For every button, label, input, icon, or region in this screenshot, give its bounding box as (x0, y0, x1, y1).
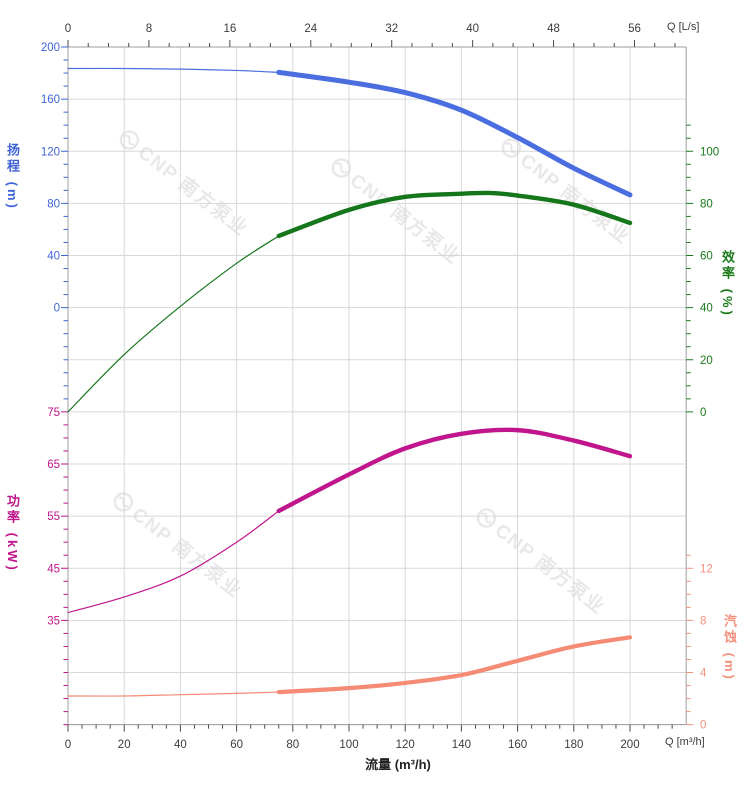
power-axis-title: 功率 (kW) (4, 494, 20, 573)
curve-head (67, 67, 633, 198)
svg-text:80: 80 (47, 198, 60, 210)
head-axis-title: 扬程 (m) (4, 143, 20, 211)
curve-power (67, 427, 633, 614)
cnp-logo-icon (113, 492, 134, 512)
bottom-axis-unit-label: Q [m³/h] (665, 736, 705, 748)
svg-text:35: 35 (47, 615, 60, 627)
svg-text:12: 12 (700, 563, 713, 575)
svg-text:16: 16 (223, 23, 236, 35)
svg-text:20: 20 (118, 739, 131, 751)
svg-text:100: 100 (339, 739, 358, 751)
svg-text:160: 160 (41, 94, 60, 106)
svg-text:180: 180 (564, 739, 583, 751)
svg-text:75: 75 (47, 407, 60, 419)
npsh-axis: 12 8 4 0 (686, 554, 713, 732)
axis-spines (67, 46, 687, 726)
cnp-logo-icon (501, 138, 522, 158)
svg-text:CNP 南方泵业: CNP 南方泵业 (134, 141, 253, 241)
svg-text:8: 8 (700, 615, 706, 627)
svg-text:48: 48 (547, 23, 560, 35)
svg-text:32: 32 (385, 23, 398, 35)
power-axis: 75 65 55 45 35 (47, 407, 68, 726)
svg-text:100: 100 (700, 146, 719, 158)
svg-text:55: 55 (47, 511, 60, 523)
svg-text:65: 65 (47, 459, 60, 471)
efficiency-axis-title: 效率 (%) (719, 250, 735, 318)
svg-text:4: 4 (700, 668, 707, 680)
head-axis: 200 160 120 80 40 0 (41, 42, 68, 400)
svg-text:0: 0 (700, 407, 706, 419)
svg-text:200: 200 (620, 739, 639, 751)
svg-text:0: 0 (700, 720, 706, 732)
svg-text:200: 200 (41, 42, 60, 54)
svg-text:120: 120 (41, 146, 60, 158)
svg-text:40: 40 (174, 739, 187, 751)
svg-text:0: 0 (54, 303, 60, 315)
gridlines (67, 46, 687, 726)
svg-text:40: 40 (700, 303, 713, 315)
svg-text:56: 56 (628, 23, 641, 35)
svg-text:CNP 南方泵业: CNP 南方泵业 (128, 503, 247, 603)
svg-text:20: 20 (700, 355, 713, 367)
npsh-axis-title: 汽蚀 (m) (721, 614, 737, 682)
efficiency-axis: 100 80 60 40 20 0 (686, 124, 719, 419)
bottom-axis: 0 20 40 60 80 100 120 140 160 180 200 (65, 724, 673, 751)
svg-text:160: 160 (508, 739, 527, 751)
svg-text:60: 60 (700, 251, 713, 263)
cnp-logo-icon (476, 508, 497, 528)
curve-efficiency (67, 190, 633, 413)
svg-text:0: 0 (65, 23, 71, 35)
cnp-logo-icon (119, 130, 140, 150)
svg-text:40: 40 (466, 23, 479, 35)
svg-text:80: 80 (700, 198, 713, 210)
svg-text:40: 40 (47, 251, 60, 263)
svg-text:80: 80 (286, 739, 299, 751)
svg-text:0: 0 (65, 739, 71, 751)
curve-npsh (67, 635, 633, 697)
svg-text:8: 8 (146, 23, 152, 35)
svg-text:140: 140 (452, 739, 471, 751)
svg-text:24: 24 (304, 23, 317, 35)
svg-text:120: 120 (396, 739, 415, 751)
svg-text:45: 45 (47, 563, 60, 575)
flow-axis-title: 流量 (m³/h) (365, 757, 431, 772)
svg-text:60: 60 (230, 739, 243, 751)
cnp-logo-icon (331, 158, 352, 178)
top-axis-unit-label: Q [L/s] (667, 21, 700, 33)
top-axis: 0 8 16 24 32 40 48 56 (65, 23, 676, 47)
